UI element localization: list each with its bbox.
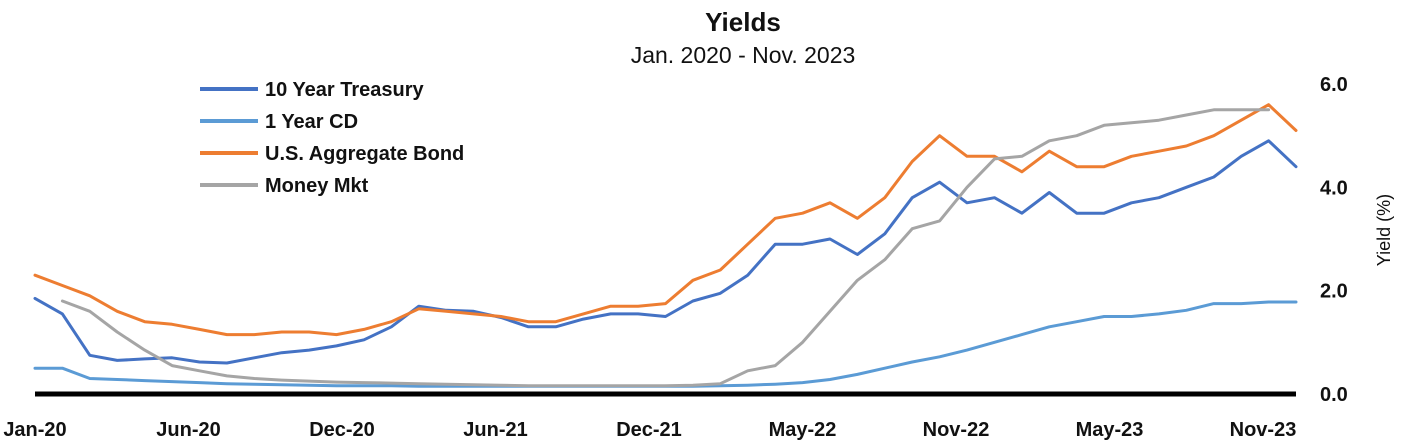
x-tick-label: Jun-21 bbox=[463, 419, 527, 441]
series-layer bbox=[33, 103, 1298, 388]
legend: 10 Year Treasury 1 Year CD U.S. Aggregate … bbox=[200, 79, 464, 197]
y-axis-label: Yield (%) bbox=[1374, 194, 1394, 266]
y-tick-label: 6.0 bbox=[1320, 74, 1348, 96]
y-ticks: 0.0 2.0 4.0 6.0 bbox=[1320, 74, 1348, 406]
legend-label: 10 Year Treasury bbox=[265, 79, 425, 101]
x-tick-label: Dec-21 bbox=[616, 419, 682, 441]
x-tick-label: Nov-23 bbox=[1230, 419, 1297, 441]
x-ticks: Jan-20 Jun-20 Dec-20 Jun-21 Dec-21 May-22 Nov-… bbox=[3, 419, 1296, 441]
series-line-u-s-aggregate-bond bbox=[33, 103, 1298, 337]
series-line-10-year-treasury bbox=[33, 139, 1298, 365]
y-tick-label: 4.0 bbox=[1320, 177, 1348, 199]
chart-subtitle: Jan. 2020 - Nov. 2023 bbox=[631, 42, 856, 68]
chart-title: Yields bbox=[705, 7, 781, 37]
x-tick-label: Dec-20 bbox=[309, 419, 375, 441]
x-tick-label: May-22 bbox=[769, 419, 837, 441]
series-line-1-year-cd bbox=[33, 300, 1298, 388]
x-tick-label: Jun-20 bbox=[156, 419, 220, 441]
x-tick-label: May-23 bbox=[1076, 419, 1144, 441]
legend-label: Money Mkt bbox=[265, 175, 369, 197]
x-tick-label: Jan-20 bbox=[3, 419, 66, 441]
y-tick-label: 0.0 bbox=[1320, 384, 1348, 406]
legend-label: U.S. Aggregate Bond bbox=[265, 143, 464, 165]
legend-label: 1 Year CD bbox=[265, 111, 358, 133]
y-tick-label: 2.0 bbox=[1320, 281, 1348, 303]
series-line-money-mkt bbox=[60, 108, 1271, 388]
x-tick-label: Nov-22 bbox=[923, 419, 990, 441]
